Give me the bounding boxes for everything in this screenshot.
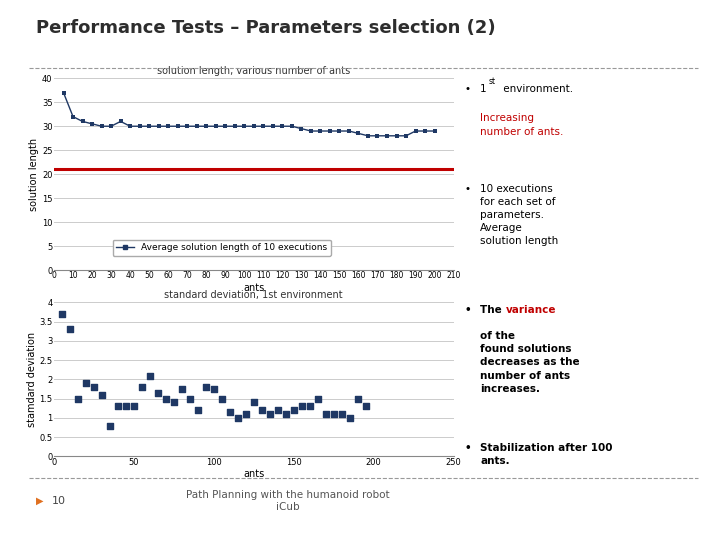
Y-axis label: solution length: solution length xyxy=(30,138,39,211)
Point xyxy=(296,402,307,410)
Text: Performance Tests – Parameters selection (2): Performance Tests – Parameters selection… xyxy=(36,19,495,37)
Point xyxy=(104,421,116,430)
Point xyxy=(216,394,228,403)
Point xyxy=(144,371,156,380)
Point xyxy=(96,390,108,399)
X-axis label: ants: ants xyxy=(243,469,264,480)
Point xyxy=(336,410,348,418)
Point xyxy=(64,325,76,334)
Text: Stabilization after 100
ants.: Stabilization after 100 ants. xyxy=(480,443,613,466)
Point xyxy=(80,379,91,388)
Point xyxy=(248,398,260,407)
Text: Path Planning with the humanoid robot
iCub: Path Planning with the humanoid robot iC… xyxy=(186,490,390,512)
Point xyxy=(120,402,132,410)
Text: environment.: environment. xyxy=(500,84,573,94)
Point xyxy=(112,402,124,410)
Point xyxy=(360,402,372,410)
Point xyxy=(304,402,315,410)
Point xyxy=(224,408,235,416)
Point xyxy=(200,383,212,391)
X-axis label: ants: ants xyxy=(243,283,264,293)
Text: •: • xyxy=(464,443,471,453)
Text: of the
found solutions
decreases as the
number of ants
increases.: of the found solutions decreases as the … xyxy=(480,331,580,394)
Y-axis label: stamdard deviation: stamdard deviation xyxy=(27,332,37,427)
Point xyxy=(128,402,140,410)
Point xyxy=(232,414,243,422)
Text: The: The xyxy=(480,305,505,315)
Point xyxy=(272,406,284,415)
Text: 10: 10 xyxy=(52,496,66,506)
Text: •: • xyxy=(464,84,470,94)
Point xyxy=(352,394,364,403)
Point xyxy=(56,309,68,318)
Text: 10 executions
for each set of
parameters.
Average
solution length: 10 executions for each set of parameters… xyxy=(480,184,559,246)
Title: solution length, various number of ants: solution length, various number of ants xyxy=(157,66,351,76)
Text: •: • xyxy=(464,184,470,194)
Point xyxy=(240,410,251,418)
Point xyxy=(192,406,204,415)
Point xyxy=(320,410,331,418)
Point xyxy=(136,383,148,391)
Point xyxy=(208,384,220,393)
Text: st: st xyxy=(489,77,496,86)
Title: standard deviation, 1st environment: standard deviation, 1st environment xyxy=(164,290,343,300)
Text: Increasing
number of ants.: Increasing number of ants. xyxy=(480,113,564,137)
Point xyxy=(312,394,323,403)
Point xyxy=(328,410,340,418)
Point xyxy=(160,394,171,403)
Legend: Average solution length of 10 executions: Average solution length of 10 executions xyxy=(112,240,331,256)
Point xyxy=(152,388,163,397)
Point xyxy=(288,406,300,415)
Text: variance: variance xyxy=(506,305,557,315)
Point xyxy=(344,414,356,422)
Point xyxy=(184,394,196,403)
Point xyxy=(264,410,276,418)
Text: •: • xyxy=(464,305,471,315)
Point xyxy=(72,394,84,403)
Point xyxy=(256,406,268,415)
Point xyxy=(88,383,99,391)
Text: 1: 1 xyxy=(480,84,487,94)
Point xyxy=(176,384,188,393)
Text: ▶: ▶ xyxy=(36,496,43,506)
Point xyxy=(280,410,292,418)
Point xyxy=(168,398,180,407)
